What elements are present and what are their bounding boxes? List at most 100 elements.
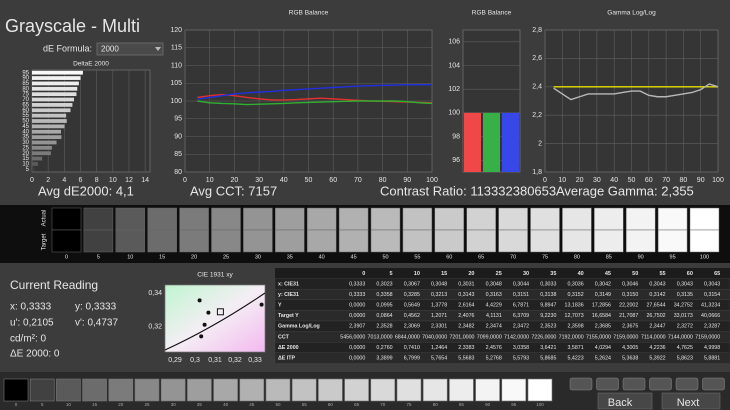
patch-button[interactable] xyxy=(422,378,448,402)
bar xyxy=(32,124,65,129)
table-header: 5 xyxy=(390,271,393,277)
x-tick-label: 10 xyxy=(109,177,117,184)
patch-button[interactable] xyxy=(449,378,474,402)
table-cell: 2,3472 xyxy=(513,324,529,330)
table-cell: 0,3033 xyxy=(540,281,556,287)
y-tick-label: 105 xyxy=(170,80,182,87)
reading-value: x: 0,3333 xyxy=(10,302,52,313)
patch-button[interactable] xyxy=(29,378,55,402)
table-cell: 0,3043 xyxy=(704,281,720,287)
x-tick-label: 0,29 xyxy=(168,357,182,364)
swatch-row-label: Target xyxy=(42,233,48,250)
tool-button[interactable] xyxy=(596,377,619,391)
table-header: 15 xyxy=(441,271,447,277)
formula-dropdown[interactable] xyxy=(96,42,164,56)
swatch-label: 70 xyxy=(510,254,516,260)
summary-value: Avg dE2000: 4,1 xyxy=(38,183,134,198)
patch-button[interactable] xyxy=(291,378,317,402)
patch-button[interactable] xyxy=(134,378,160,402)
tool-button[interactable] xyxy=(702,377,725,391)
table-cell: 0,5649 xyxy=(404,303,420,309)
target-swatch xyxy=(625,229,656,253)
table-cell: 9,2230 xyxy=(540,313,556,319)
series-line xyxy=(197,83,432,100)
tool-button[interactable] xyxy=(675,377,699,391)
patch-button[interactable] xyxy=(265,378,291,402)
reading-value: cd/m²: 0 xyxy=(10,334,47,345)
x-tick-label: 70 xyxy=(662,177,670,184)
patch-label: 80 xyxy=(433,402,439,407)
patch-label: 55 xyxy=(302,402,308,407)
back-label[interactable]: Back xyxy=(608,397,633,409)
patch-button[interactable] xyxy=(239,378,265,402)
swatch-label: 100 xyxy=(700,254,709,260)
y-tick-label: 85 xyxy=(174,151,182,158)
back-button[interactable] xyxy=(597,392,653,410)
patch-button[interactable] xyxy=(318,378,343,402)
table-cell: 5,2768 xyxy=(486,356,502,362)
y-tick-label: 80 xyxy=(22,86,29,92)
bar xyxy=(32,140,57,145)
target-swatch xyxy=(147,229,177,253)
table-row-label: ΔE 2000 xyxy=(278,345,299,351)
patch-label: 15 xyxy=(92,402,98,407)
dropdown-arrow[interactable] xyxy=(155,47,161,51)
table-header: 0 xyxy=(362,271,365,277)
bar xyxy=(32,103,73,107)
patch-button[interactable] xyxy=(501,378,527,402)
patch-button[interactable] xyxy=(108,378,134,402)
series-line xyxy=(553,83,719,101)
patch-button[interactable] xyxy=(527,378,553,402)
chart-title: CIE 1931 xy xyxy=(197,272,233,279)
patch-label: 10 xyxy=(66,402,72,407)
tool-button[interactable] xyxy=(649,377,672,391)
patch-button[interactable] xyxy=(3,378,29,402)
table-cell: 0,3067 xyxy=(404,281,420,287)
reading-value: y: 0,3333 xyxy=(75,302,117,313)
table-cell: 0,3151 xyxy=(513,292,529,298)
table-cell: 33,0173 xyxy=(674,313,693,319)
patch-button[interactable] xyxy=(160,378,186,402)
y-tick-label: 85 xyxy=(22,81,29,87)
table-cell: 27,6544 xyxy=(646,303,665,309)
swatch-label: 85 xyxy=(606,254,612,260)
patch-button[interactable] xyxy=(82,378,107,402)
table-cell: 2,6164 xyxy=(458,303,474,309)
table-cell: 5,8685 xyxy=(540,356,556,362)
x-tick-label: 60 xyxy=(329,177,337,184)
table-cell: 2,3272 xyxy=(677,324,693,330)
patch-button[interactable] xyxy=(187,378,212,402)
bar xyxy=(32,81,79,86)
swatch-label: 65 xyxy=(478,254,484,260)
patch-button[interactable] xyxy=(396,378,422,402)
table-cell: 0,7410 xyxy=(404,345,420,351)
patch-button[interactable] xyxy=(370,378,396,402)
patch-button[interactable] xyxy=(344,378,369,402)
table-row-label: x: CIE31 xyxy=(278,281,299,287)
swatch-label: 55 xyxy=(414,254,420,260)
patch-label: 100 xyxy=(536,402,544,407)
tool-button[interactable] xyxy=(622,377,646,391)
bar xyxy=(483,112,500,172)
measured-point xyxy=(199,334,204,339)
patch-label: 85 xyxy=(459,402,465,407)
swatch-label: 75 xyxy=(542,254,548,260)
table-header: 10 xyxy=(414,271,420,277)
table-cell: 0,3150 xyxy=(622,292,638,298)
patch-button[interactable] xyxy=(213,378,238,402)
tool-button[interactable] xyxy=(569,377,593,391)
table-cell: 4,3005 xyxy=(622,345,638,351)
y-tick-label: 1,8 xyxy=(532,169,542,176)
next-button[interactable] xyxy=(661,392,721,410)
target-swatch xyxy=(179,229,209,253)
patch-button[interactable] xyxy=(475,378,500,402)
x-tick-label: 50 xyxy=(305,177,313,184)
table-cell: 7159,0000 xyxy=(613,334,638,340)
table-cell: 2,3069 xyxy=(404,324,420,330)
target-swatch xyxy=(434,229,465,253)
next-label[interactable]: Next xyxy=(677,397,700,409)
patch-button[interactable] xyxy=(56,378,81,402)
formula-value[interactable]: 2000 xyxy=(101,45,119,54)
table-cell: 0,3149 xyxy=(595,292,611,298)
measured-point xyxy=(197,298,202,303)
